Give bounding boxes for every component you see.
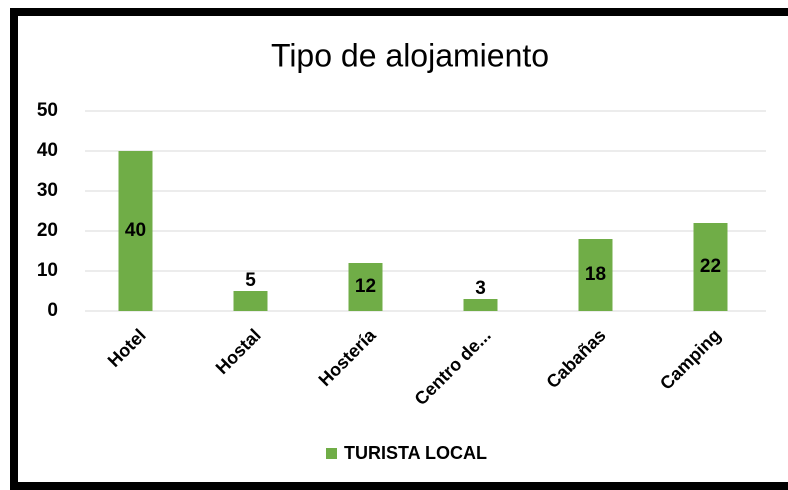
y-tick-label: 20 <box>37 220 58 241</box>
y-tick-label: 40 <box>37 140 58 161</box>
data-label: 22 <box>700 256 721 277</box>
data-label: 40 <box>125 220 146 241</box>
bar <box>693 223 728 311</box>
bar <box>233 291 268 311</box>
bar <box>463 299 498 311</box>
data-label: 18 <box>585 264 606 285</box>
y-tick-label: 0 <box>47 300 58 321</box>
bar <box>578 239 613 311</box>
legend-swatch <box>326 448 337 459</box>
y-tick-label: 30 <box>37 180 58 201</box>
y-tick-label: 10 <box>37 260 58 281</box>
data-label: 3 <box>475 278 486 299</box>
chart-title: Tipo de alojamiento <box>271 37 549 73</box>
y-tick-label: 50 <box>37 100 58 121</box>
bar <box>118 151 153 311</box>
data-label: 5 <box>245 270 256 291</box>
legend-label: TURISTA LOCAL <box>344 443 487 463</box>
bar <box>348 263 383 311</box>
data-label: 12 <box>355 276 376 297</box>
